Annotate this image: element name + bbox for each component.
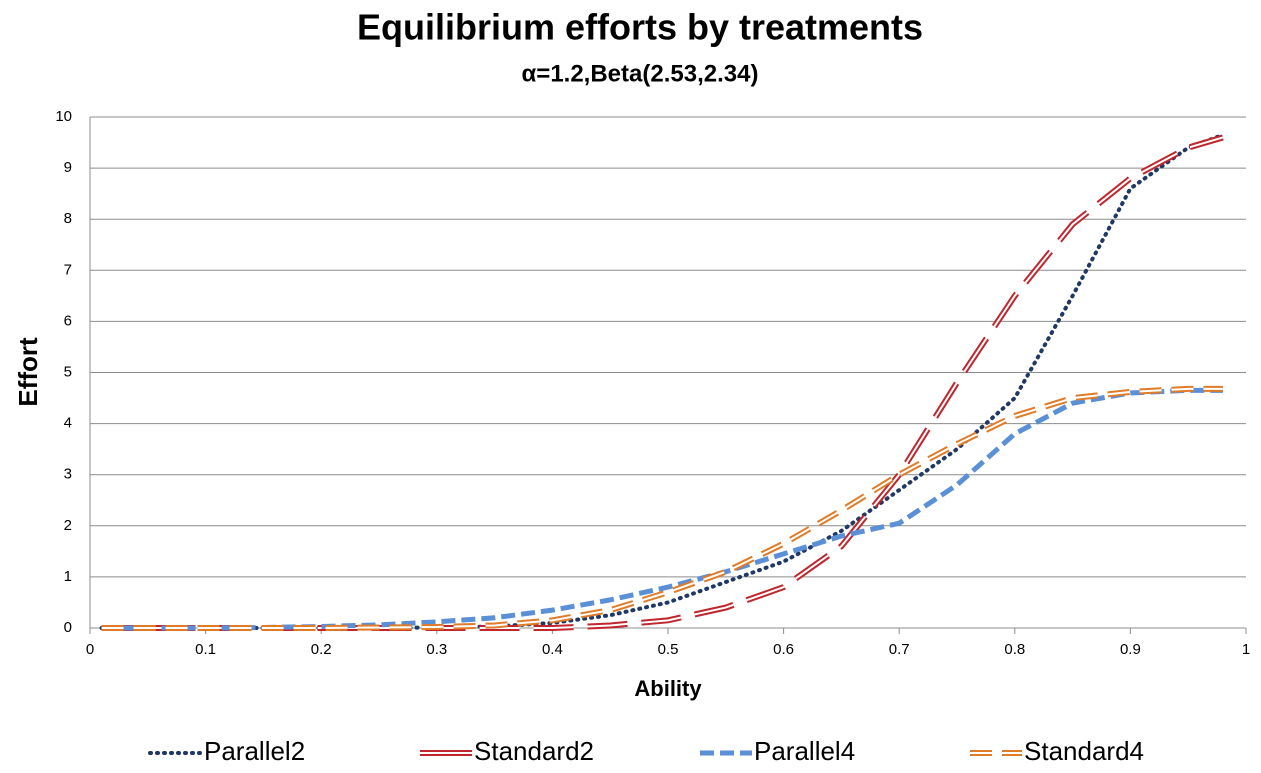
x-tick-label: 0 <box>86 641 94 658</box>
x-tick-label: 0.4 <box>542 641 563 658</box>
series-line <box>99 132 1225 630</box>
y-tick-label: 8 <box>64 210 72 227</box>
y-axis-label: Effort <box>13 337 43 407</box>
x-tick-label: 0.5 <box>658 641 679 658</box>
y-tick-label: 10 <box>55 108 72 125</box>
x-tick-label: 1 <box>1242 641 1250 658</box>
legend-label: Standard4 <box>1024 736 1144 766</box>
y-tick-label: 9 <box>64 159 72 176</box>
x-tick-label: 0.6 <box>773 641 794 658</box>
y-tick-label: 2 <box>64 517 72 534</box>
y-tick-label: 4 <box>64 415 72 432</box>
series-line-inner <box>101 387 1223 629</box>
x-tick-label: 0.1 <box>195 641 216 658</box>
series-line-inner <box>101 136 1224 629</box>
x-tick-label: 0.7 <box>889 641 910 658</box>
chart-subtitle: α=1.2,Beta(2.53,2.34) <box>522 60 759 87</box>
legend-label: Parallel4 <box>754 736 855 766</box>
y-tick-label: 3 <box>64 466 72 483</box>
series-line <box>101 385 1223 631</box>
y-tick-label: 5 <box>64 363 72 380</box>
y-tick-label: 0 <box>64 619 72 636</box>
x-tick-label: 0.9 <box>1120 641 1141 658</box>
chart-title: Equilibrium efforts by treatments <box>357 7 923 48</box>
y-tick-label: 1 <box>64 568 72 585</box>
x-axis-label: Ability <box>634 676 702 701</box>
x-tick-label: 0.3 <box>426 641 447 658</box>
y-tick-label: 7 <box>64 261 72 278</box>
series-line <box>101 134 1224 631</box>
legend-label: Standard2 <box>474 736 594 766</box>
legend-label: Parallel2 <box>204 736 305 766</box>
x-tick-label: 0.2 <box>311 641 332 658</box>
y-tick-label: 6 <box>64 312 72 329</box>
x-tick-label: 0.8 <box>1004 641 1025 658</box>
